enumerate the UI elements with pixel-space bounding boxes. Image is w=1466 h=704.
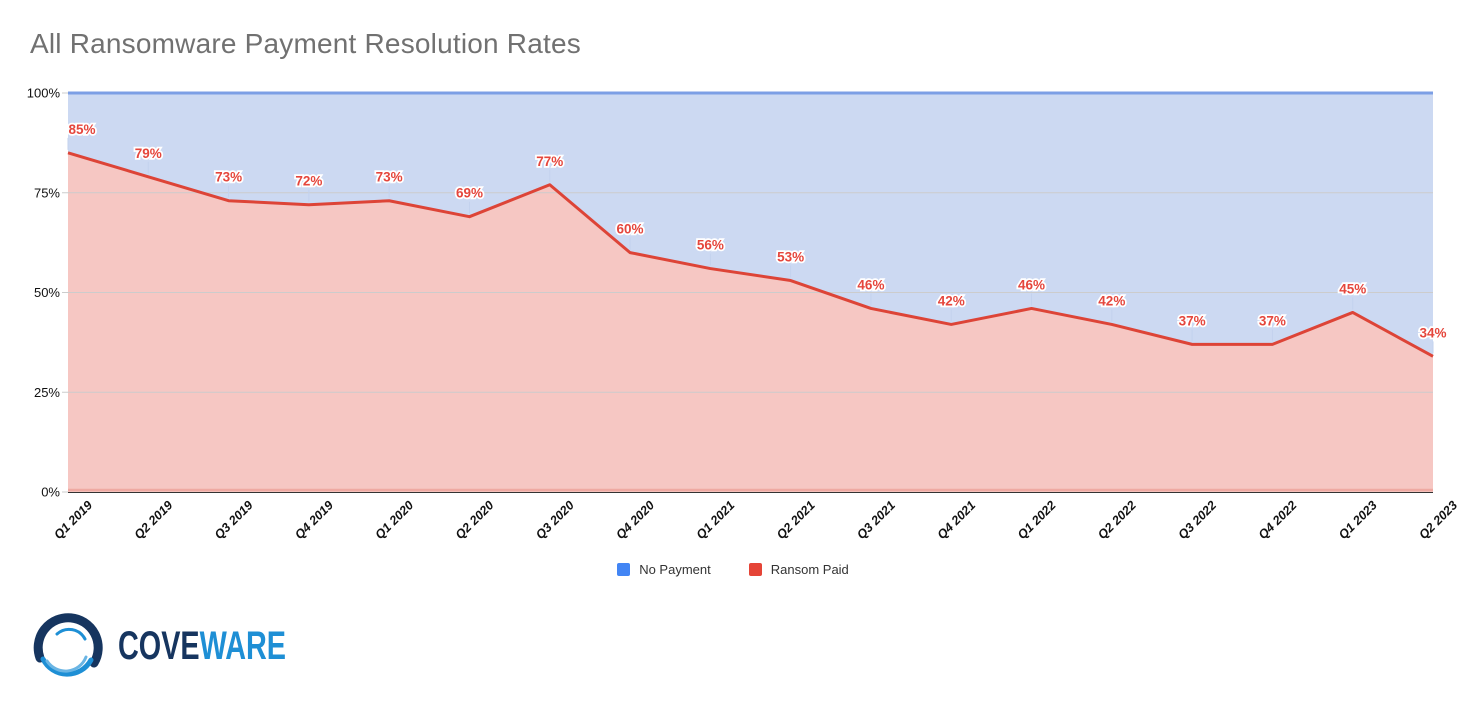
ransom-paid-area bbox=[68, 152, 1433, 492]
data-label: 34% bbox=[1419, 325, 1446, 340]
x-tick-label: Q2 2023 bbox=[1416, 498, 1460, 542]
x-tick-label: Q3 2021 bbox=[854, 498, 898, 542]
data-label: 45% bbox=[1339, 281, 1366, 296]
data-label: 60% bbox=[617, 222, 644, 237]
x-tick-label: Q2 2019 bbox=[132, 498, 176, 542]
legend-label: Ransom Paid bbox=[770, 562, 849, 577]
ransom-paid-line bbox=[67, 151, 1434, 358]
x-tick-label: Q4 2020 bbox=[613, 498, 657, 542]
legend-label: No Payment bbox=[639, 562, 711, 577]
brand-ware-text: WARE bbox=[199, 623, 287, 668]
data-label: 56% bbox=[697, 238, 724, 253]
x-tick-label: Q4 2021 bbox=[935, 498, 979, 542]
x-tick-label: Q1 2021 bbox=[694, 498, 738, 542]
data-label: 73% bbox=[376, 170, 403, 185]
data-label: 46% bbox=[1018, 277, 1045, 292]
data-label: 73% bbox=[215, 170, 242, 185]
data-label: 77% bbox=[536, 154, 563, 169]
y-axis-labels: 0% 25% 50% 75% 100% bbox=[27, 86, 68, 500]
no-payment-swatch-icon bbox=[617, 563, 631, 576]
x-tick-label: Q4 2019 bbox=[292, 498, 336, 542]
x-tick-label: Q4 2022 bbox=[1256, 498, 1300, 542]
data-label: 42% bbox=[938, 293, 965, 308]
coveware-logo-icon bbox=[33, 613, 103, 677]
x-tick-label: Q2 2022 bbox=[1095, 498, 1139, 542]
legend-item-no-payment: No Payment bbox=[617, 562, 711, 577]
gridlines bbox=[68, 192, 1433, 393]
y-tick-label: 0% bbox=[41, 485, 60, 500]
coveware-wordmark: COVEWARE bbox=[118, 624, 286, 669]
x-tick-label: Q2 2020 bbox=[453, 498, 497, 542]
chart-title: All Ransomware Payment Resolution Rates bbox=[30, 28, 581, 59]
data-label: 72% bbox=[295, 174, 322, 189]
x-tick-label: Q3 2019 bbox=[212, 498, 256, 542]
data-label: 79% bbox=[135, 146, 162, 161]
x-tick-label: Q1 2022 bbox=[1015, 498, 1059, 542]
x-axis-labels: Q1 2019 Q2 2019 Q3 2019 Q4 2019 Q1 2020 Q2 20… bbox=[51, 498, 1460, 542]
y-tick-label: 100% bbox=[27, 86, 61, 101]
x-tick-label: Q1 2019 bbox=[51, 498, 95, 542]
ransom-paid-swatch-icon bbox=[748, 563, 762, 576]
coveware-brand: COVEWARE bbox=[28, 606, 351, 686]
x-tick-label: Q1 2023 bbox=[1336, 498, 1380, 542]
x-tick-label: Q1 2020 bbox=[372, 498, 416, 542]
data-label: 42% bbox=[1098, 293, 1125, 308]
chart-legend: No Payment Ransom Paid bbox=[0, 562, 1466, 577]
data-label: 46% bbox=[857, 277, 884, 292]
y-tick-label: 50% bbox=[34, 285, 60, 300]
brand-cove-text: COVE bbox=[118, 623, 200, 668]
data-label: 69% bbox=[456, 186, 483, 201]
x-tick-label: Q3 2020 bbox=[533, 498, 577, 542]
data-label: 37% bbox=[1259, 313, 1286, 328]
data-label: 85% bbox=[68, 122, 95, 137]
legend-item-ransom-paid: Ransom Paid bbox=[748, 562, 849, 577]
x-tick-label: Q2 2021 bbox=[774, 498, 818, 542]
y-tick-label: 75% bbox=[34, 185, 60, 200]
stacked-area-chart: 85% 79% 73% 72% 73% 69% 77% 60% 56% 53% 46% 42% 46% 4… bbox=[27, 86, 1460, 543]
data-label: 53% bbox=[777, 250, 804, 265]
data-labels: 85% 79% 73% 72% 73% 69% 77% 60% 56% 53% 46% 42% 46% 4… bbox=[67, 120, 1448, 354]
y-tick-label: 25% bbox=[34, 385, 60, 400]
x-tick-label: Q3 2022 bbox=[1175, 498, 1219, 542]
data-label: 37% bbox=[1179, 313, 1206, 328]
